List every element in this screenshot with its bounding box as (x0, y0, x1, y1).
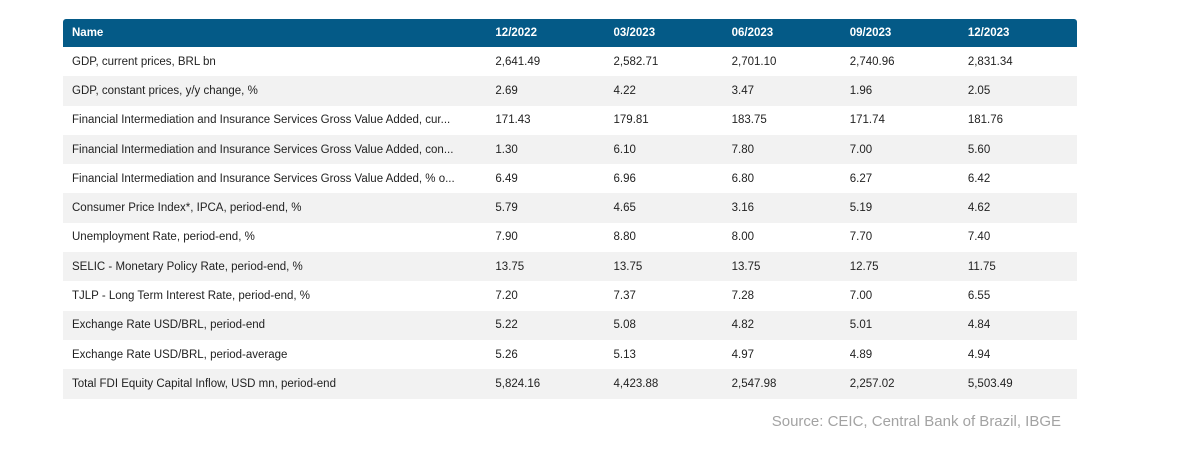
row-value: 6.10 (613, 143, 636, 156)
row-value: 2.05 (967, 84, 991, 97)
row-value: 8.80 (613, 231, 636, 244)
header-period[interactable]: 12/2023 (967, 27, 1010, 39)
row-value: 7.00 (849, 143, 873, 156)
row-value: 7.80 (731, 143, 755, 156)
table-row: Financial Intermediation and Insurance S… (63, 105, 1077, 135)
row-value: 4.62 (967, 202, 991, 215)
row-value: 4,423.88 (613, 377, 659, 390)
row-value: 1.30 (495, 143, 518, 156)
row-value: 6.96 (613, 172, 636, 185)
row-value: 2,582.71 (613, 55, 659, 68)
row-value: 5.79 (495, 202, 518, 215)
row-value: 13.75 (731, 260, 761, 273)
row-value: 12.75 (849, 260, 879, 273)
row-name: GDP, constant prices, y/y change, % (72, 84, 258, 97)
row-value: 5.01 (849, 319, 873, 332)
row-value: 5.22 (495, 319, 518, 332)
row-value: 171.43 (495, 114, 531, 127)
row-value: 5.08 (613, 319, 636, 332)
row-value: 7.20 (495, 290, 518, 303)
row-value: 11.75 (967, 260, 996, 273)
row-value: 7.90 (495, 231, 518, 244)
row-value: 4.65 (613, 202, 636, 215)
row-name: TJLP - Long Term Interest Rate, period-e… (72, 290, 311, 303)
row-value: 4.22 (613, 84, 636, 97)
row-value: 5,503.49 (967, 377, 1013, 390)
row-value: 2,641.49 (495, 55, 541, 68)
row-value: 2,701.10 (731, 55, 777, 68)
row-value: 4.94 (967, 348, 991, 361)
header-row: Name 12/2022 03/2023 06/2023 09/2023 12/… (63, 19, 1077, 47)
row-name: Consumer Price Index*, IPCA, period-end,… (72, 202, 302, 215)
row-value: 171.74 (849, 114, 885, 127)
row-value: 13.75 (613, 260, 643, 273)
header-period[interactable]: 06/2023 (731, 27, 774, 39)
row-value: 7.00 (849, 290, 873, 303)
row-value: 2.69 (495, 84, 518, 97)
data-table-container: Name 12/2022 03/2023 06/2023 09/2023 12/… (63, 19, 1077, 399)
row-value: 2,831.34 (967, 55, 1013, 68)
row-value: 6.49 (495, 172, 518, 185)
row-value: 179.81 (613, 114, 649, 127)
row-value: 5.13 (613, 348, 636, 361)
row-name: Financial Intermediation and Insurance S… (72, 172, 455, 185)
row-name: Financial Intermediation and Insurance S… (72, 114, 451, 127)
table-row: Exchange Rate USD/BRL, period-end 5.22 5… (63, 310, 1077, 340)
header-period[interactable]: 12/2022 (495, 27, 537, 39)
row-value: 181.76 (967, 114, 1004, 127)
row-value: 13.75 (495, 260, 525, 273)
source-note: Source: CEIC, Central Bank of Brazil, IB… (771, 413, 1061, 430)
row-value: 4.89 (849, 348, 873, 361)
row-value: 2,740.96 (849, 55, 895, 68)
row-value: 1.96 (849, 84, 873, 97)
row-value: 3.16 (731, 202, 755, 215)
table-body: GDP, current prices, BRL bn 2,641.49 2,5… (63, 47, 1077, 399)
row-value: 5.60 (967, 143, 991, 156)
row-value: 6.55 (967, 290, 991, 303)
table-row: Exchange Rate USD/BRL, period-average 5.… (63, 339, 1077, 370)
data-table: Name 12/2022 03/2023 06/2023 09/2023 12/… (63, 19, 1077, 399)
table-row: GDP, current prices, BRL bn 2,641.49 2,5… (63, 47, 1077, 77)
row-name: Total FDI Equity Capital Inflow, USD mn,… (72, 377, 336, 390)
header-name[interactable]: Name (72, 27, 104, 39)
header-period[interactable]: 09/2023 (849, 27, 892, 39)
row-name: SELIC - Monetary Policy Rate, period-end… (72, 260, 303, 273)
table-row: Unemployment Rate, period-end, % 7.90 8.… (63, 222, 1077, 253)
table-row: GDP, constant prices, y/y change, % 2.69… (63, 76, 1077, 106)
row-value: 6.27 (849, 172, 873, 185)
row-value: 5.26 (495, 348, 518, 361)
row-value: 2,547.98 (731, 377, 777, 390)
row-value: 4.84 (967, 319, 991, 332)
row-value: 5.19 (849, 202, 873, 215)
row-value: 3.47 (731, 84, 755, 97)
table-row: Total FDI Equity Capital Inflow, USD mn,… (63, 369, 1077, 399)
table-row: Financial Intermediation and Insurance S… (63, 164, 1077, 194)
row-value: 5,824.16 (495, 377, 541, 390)
table-header: Name 12/2022 03/2023 06/2023 09/2023 12/… (63, 19, 1077, 47)
row-value: 6.42 (967, 172, 991, 185)
table-row: TJLP - Long Term Interest Rate, period-e… (63, 281, 1077, 311)
row-name: Unemployment Rate, period-end, % (72, 231, 255, 244)
row-name: Exchange Rate USD/BRL, period-end (72, 319, 266, 332)
row-value: 2,257.02 (849, 377, 895, 390)
row-value: 4.82 (731, 319, 755, 332)
row-value: 7.40 (967, 231, 991, 244)
row-value: 4.97 (731, 348, 755, 361)
table-row: Consumer Price Index*, IPCA, period-end,… (63, 193, 1077, 223)
row-value: 7.37 (613, 290, 636, 303)
header-period[interactable]: 03/2023 (613, 27, 656, 39)
row-name: Exchange Rate USD/BRL, period-average (72, 348, 288, 361)
row-name: Financial Intermediation and Insurance S… (72, 143, 454, 156)
table-row: Financial Intermediation and Insurance S… (63, 134, 1077, 165)
row-value: 7.28 (731, 290, 755, 303)
table-row: SELIC - Monetary Policy Rate, period-end… (63, 252, 1077, 282)
row-value: 7.70 (849, 231, 873, 244)
row-value: 8.00 (731, 231, 755, 244)
row-value: 183.75 (731, 114, 767, 127)
row-value: 6.80 (731, 172, 755, 185)
row-name: GDP, current prices, BRL bn (72, 55, 216, 68)
